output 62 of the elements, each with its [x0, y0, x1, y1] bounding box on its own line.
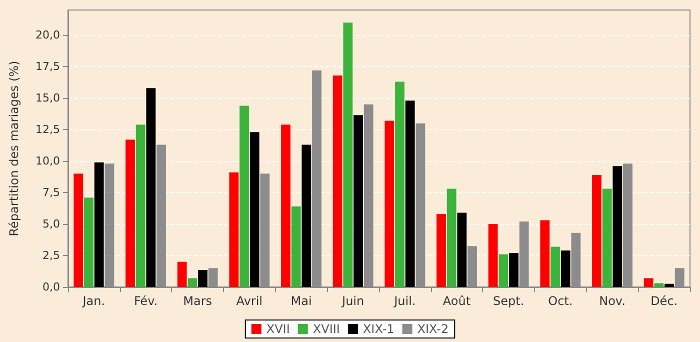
bar — [550, 246, 560, 287]
bar — [94, 162, 104, 287]
x-tick-label: Fév. — [134, 294, 158, 308]
x-tick-label: Mars — [183, 294, 212, 308]
x-tick-label: Déc. — [650, 294, 678, 308]
x-tick-label: Sept. — [493, 294, 524, 308]
x-tick-label: Oct. — [548, 294, 573, 308]
bar — [281, 124, 290, 287]
bar — [229, 172, 239, 287]
bar — [250, 132, 260, 287]
legend-label: XIX-1 — [362, 322, 394, 336]
bar — [592, 174, 602, 287]
bar — [302, 144, 312, 287]
y-tick-label: 12,5 — [36, 123, 60, 136]
bar — [240, 106, 249, 287]
bar — [488, 224, 498, 287]
bar — [446, 188, 456, 287]
bar — [136, 124, 146, 287]
x-tick-label: Août — [442, 294, 471, 308]
x-tick-label: Nov. — [599, 294, 626, 308]
bar — [146, 88, 156, 287]
bar — [74, 174, 84, 287]
bar — [405, 100, 415, 287]
bar — [188, 278, 198, 287]
y-tick-label: 20,0 — [36, 28, 60, 42]
bar — [509, 253, 518, 287]
bar — [540, 220, 550, 287]
bar — [177, 262, 187, 287]
legend-label: XVIII — [312, 322, 340, 336]
y-tick-label: 15,0 — [36, 92, 60, 105]
bar — [664, 284, 674, 287]
y-tick-label: 5,0 — [42, 218, 60, 231]
x-tick-label: Mai — [290, 294, 312, 308]
bar — [395, 82, 404, 287]
x-tick-label: Avril — [236, 294, 263, 308]
bar — [560, 250, 570, 287]
bar — [343, 22, 353, 287]
bar — [332, 75, 342, 287]
y-tick-label: 10,0 — [36, 154, 60, 168]
x-tick-label: Juin — [341, 294, 364, 308]
bar — [654, 283, 664, 287]
y-axis-title: Répartition des mariages (%) — [7, 60, 21, 236]
y-tick-label: 7,5 — [42, 186, 60, 200]
bar — [198, 270, 208, 287]
bar — [644, 278, 654, 287]
bar — [436, 214, 446, 287]
legend-label: XIX-2 — [417, 322, 449, 336]
bar — [84, 198, 94, 287]
x-tick-label: Juil. — [393, 294, 416, 308]
bar — [384, 120, 394, 287]
y-tick-label: 17,5 — [36, 60, 60, 74]
bar — [457, 212, 467, 287]
legend-label: XVII — [266, 322, 290, 336]
bar — [602, 188, 612, 287]
bar — [291, 206, 301, 287]
y-tick-label: 2,5 — [42, 249, 60, 262]
x-tick-label: Jan. — [82, 294, 106, 308]
bar — [498, 254, 508, 287]
bar — [354, 115, 363, 287]
bar — [612, 166, 622, 287]
y-tick-label: 0,0 — [42, 280, 60, 294]
bar — [126, 140, 135, 287]
